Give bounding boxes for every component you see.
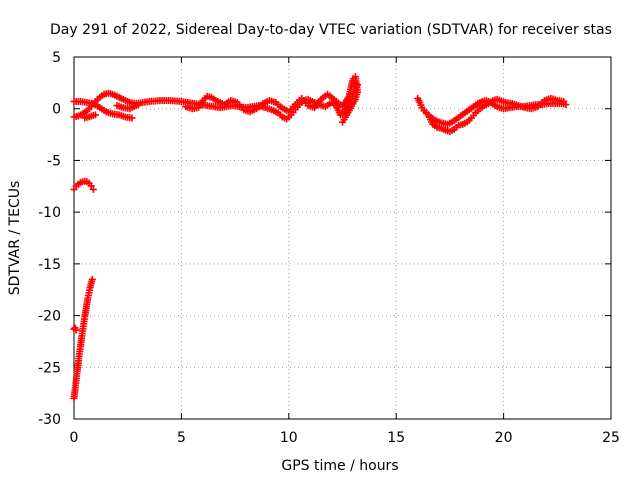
x-tick-label: 15	[387, 430, 405, 446]
x-axis-label: GPS time / hours	[281, 458, 398, 474]
y-tick-label: -10	[38, 205, 61, 221]
y-tick-label: 5	[52, 50, 61, 66]
data-point	[89, 185, 97, 193]
x-tick-label: 5	[177, 430, 186, 446]
y-tick-label: -5	[47, 153, 61, 169]
data-point	[87, 182, 95, 190]
data-series	[70, 73, 362, 126]
data-point	[88, 275, 96, 283]
chart-title: Day 291 of 2022, Sidereal Day-to-day VTE…	[50, 22, 612, 38]
data-point	[81, 114, 89, 122]
y-tick-label: -30	[38, 412, 61, 428]
data-series	[70, 275, 96, 402]
data-points	[70, 73, 570, 402]
x-tick-label: 10	[280, 430, 298, 446]
plot-frame	[73, 56, 612, 420]
data-series	[414, 94, 570, 135]
y-tick-label: -15	[38, 257, 61, 273]
y-axis-label: SDTVAR / TECUs	[7, 181, 23, 296]
data-point	[128, 114, 136, 122]
y-tick-label: -25	[38, 360, 61, 376]
y-tick-label: -20	[38, 309, 61, 325]
x-tick-label: 20	[495, 430, 513, 446]
x-tick-label: 0	[70, 430, 79, 446]
data-point	[134, 101, 142, 109]
axis-ticks: 0 5 10 15 20 25 -30 -25 -20 -15 -10 -5 0 5	[38, 50, 620, 446]
data-point	[339, 118, 346, 126]
data-point	[72, 326, 80, 334]
x-tick-label: 25	[602, 430, 620, 446]
y-tick-label: 0	[52, 102, 61, 118]
data-series	[70, 177, 97, 193]
data-point	[560, 97, 568, 105]
